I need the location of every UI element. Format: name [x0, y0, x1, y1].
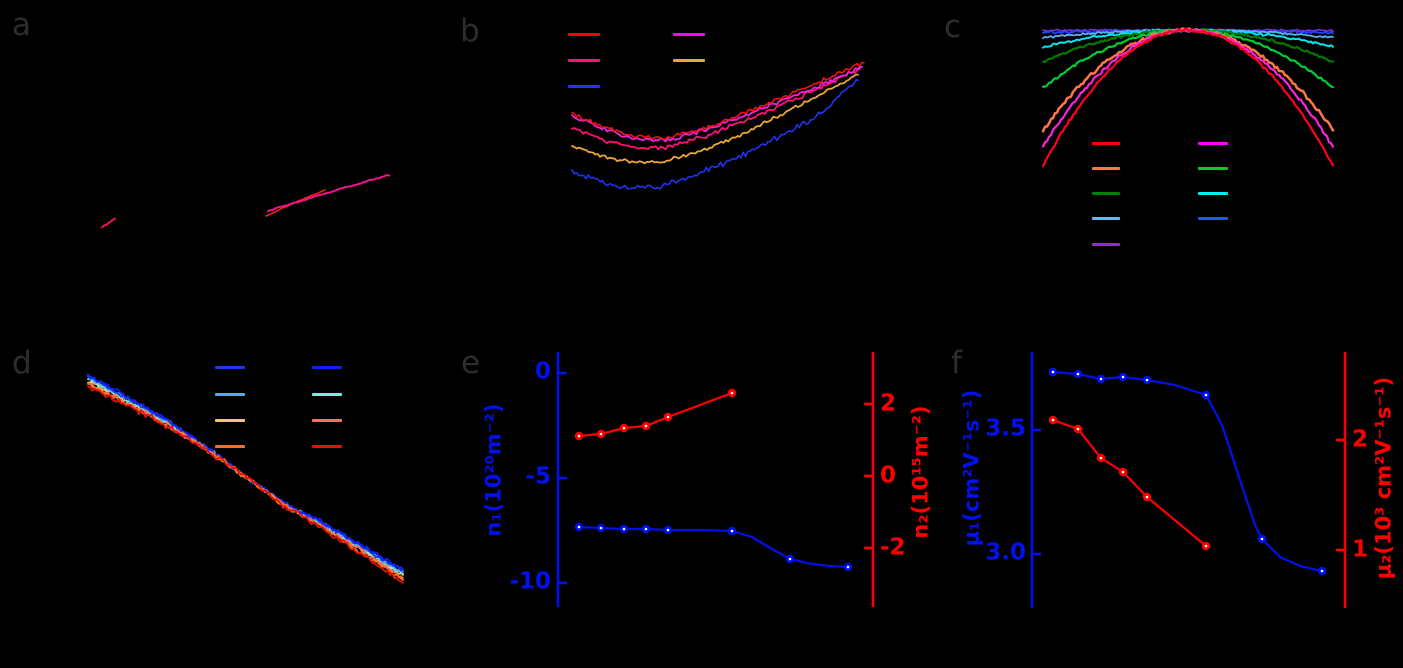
- e-n1-line-marker-center: [666, 528, 670, 532]
- e-n2-line-marker-center: [599, 432, 603, 436]
- legend-d-swatch: [215, 419, 245, 422]
- b-deeppink-curve: [571, 68, 861, 151]
- e-left-axis: [556, 352, 567, 607]
- a-pink-fit-line: [267, 174, 390, 213]
- f-mu2-line-marker-center: [1051, 418, 1055, 422]
- f-mu2-line-marker-center: [1204, 544, 1208, 548]
- d-red-trace: [87, 385, 404, 584]
- b-blue-curve: [571, 79, 859, 190]
- legend-c-swatch: [1092, 243, 1120, 246]
- f-mu2-line-marker-center: [1076, 427, 1080, 431]
- e-n2-line-marker-center: [730, 391, 734, 395]
- e-n1-line-marker-center: [788, 557, 792, 561]
- f-mu1-line-marker-center: [1260, 537, 1264, 541]
- legend-d-swatch: [312, 445, 342, 448]
- f-left-axis: [1030, 352, 1041, 608]
- legend-c-swatch: [1092, 142, 1120, 145]
- legend-c-swatch: [1198, 192, 1228, 195]
- e-n1-line: [577, 525, 850, 569]
- panel-e-letter: e: [461, 345, 481, 381]
- f-left-axis-label: μ₁(cm²V⁻¹s⁻¹): [959, 389, 984, 547]
- legend-c-swatch: [1092, 217, 1120, 220]
- e-n1-line-marker-center: [622, 527, 626, 531]
- f-right-tick-1: 1: [1352, 536, 1369, 563]
- c-red-curve: [1041, 27, 1335, 168]
- f-mu1-line-marker-center: [1145, 378, 1149, 382]
- legend-b-swatch: [673, 59, 705, 62]
- e-left-axis-label: n₁(10²⁰m⁻²): [481, 403, 506, 537]
- legend-b-swatch: [673, 33, 705, 36]
- legend-b-swatch: [568, 59, 600, 62]
- panel-c-letter: c: [944, 9, 962, 45]
- e-left-tick-0: 0: [534, 358, 551, 385]
- legend-d-swatch: [312, 419, 342, 422]
- f-left-tick-1: 3.0: [985, 539, 1026, 566]
- e-n2-line-marker-center: [644, 424, 648, 428]
- e-n2-line-marker-center: [577, 434, 581, 438]
- e-n2-line: [577, 391, 734, 438]
- f-mu1-line: [1051, 370, 1324, 573]
- legend-c-swatch: [1092, 192, 1120, 195]
- e-right-tick-0: 2: [880, 390, 897, 417]
- e-left-tick-1: -5: [525, 463, 551, 490]
- panel-d-letter: d: [12, 345, 32, 381]
- f-mu1-line-marker-center: [1320, 569, 1324, 573]
- panel-a-letter: a: [12, 7, 31, 43]
- legend-c-swatch: [1198, 167, 1228, 170]
- e-left-tick-2: -10: [509, 568, 551, 595]
- f-left-tick-0: 3.5: [985, 415, 1026, 442]
- f-mu2-line: [1051, 418, 1208, 548]
- f-mu2-line-marker-center: [1099, 456, 1103, 460]
- legend-b-swatch: [568, 85, 600, 88]
- legend-d-swatch: [215, 366, 245, 369]
- e-n1-line-marker-center: [599, 526, 603, 530]
- e-right-tick-2: -2: [880, 534, 906, 561]
- legend-d-swatch: [215, 393, 245, 396]
- b-magenta-curve: [571, 66, 863, 143]
- panel-b-letter: b: [460, 13, 480, 49]
- f-mu1-line-marker-center: [1051, 370, 1055, 374]
- legend-c-swatch: [1198, 217, 1228, 220]
- a-short-pink-segment: [101, 217, 116, 229]
- f-mu1-line-marker-center: [1204, 393, 1208, 397]
- e-n1-line-marker-center: [577, 525, 581, 529]
- f-right-tick-0: 2: [1352, 426, 1369, 453]
- f-mu1-line-marker-center: [1076, 372, 1080, 376]
- f-mu1-line-marker-center: [1099, 377, 1103, 381]
- f-mu2-line-marker-center: [1145, 495, 1149, 499]
- f-mu1-line-marker-center: [1121, 375, 1125, 379]
- legend-d-swatch: [215, 445, 245, 448]
- f-right-axis-label: μ₂(10³ cm²V⁻¹s⁻¹): [1371, 376, 1396, 580]
- legend-d-swatch: [312, 393, 342, 396]
- e-right-tick-1: 0: [880, 462, 897, 489]
- f-right-axis: [1336, 352, 1347, 608]
- e-n1-line-marker-center: [644, 527, 648, 531]
- e-n1-line-marker-center: [730, 529, 734, 533]
- legend-c-swatch: [1092, 167, 1120, 170]
- legend-c-swatch: [1198, 142, 1228, 145]
- e-n2-line-marker-center: [622, 426, 626, 430]
- e-right-axis-label: n₂(10¹⁵m⁻²): [908, 405, 933, 539]
- legend-b-swatch: [568, 33, 600, 36]
- panel-f-letter: f: [951, 345, 962, 381]
- e-n2-line-marker-center: [666, 415, 670, 419]
- e-right-axis: [864, 352, 875, 607]
- f-mu2-line-marker-center: [1121, 470, 1125, 474]
- e-n1-line-marker-center: [846, 565, 850, 569]
- b-orange-curve: [571, 73, 859, 165]
- legend-d-swatch: [312, 366, 342, 369]
- b-red-curve: [571, 61, 865, 140]
